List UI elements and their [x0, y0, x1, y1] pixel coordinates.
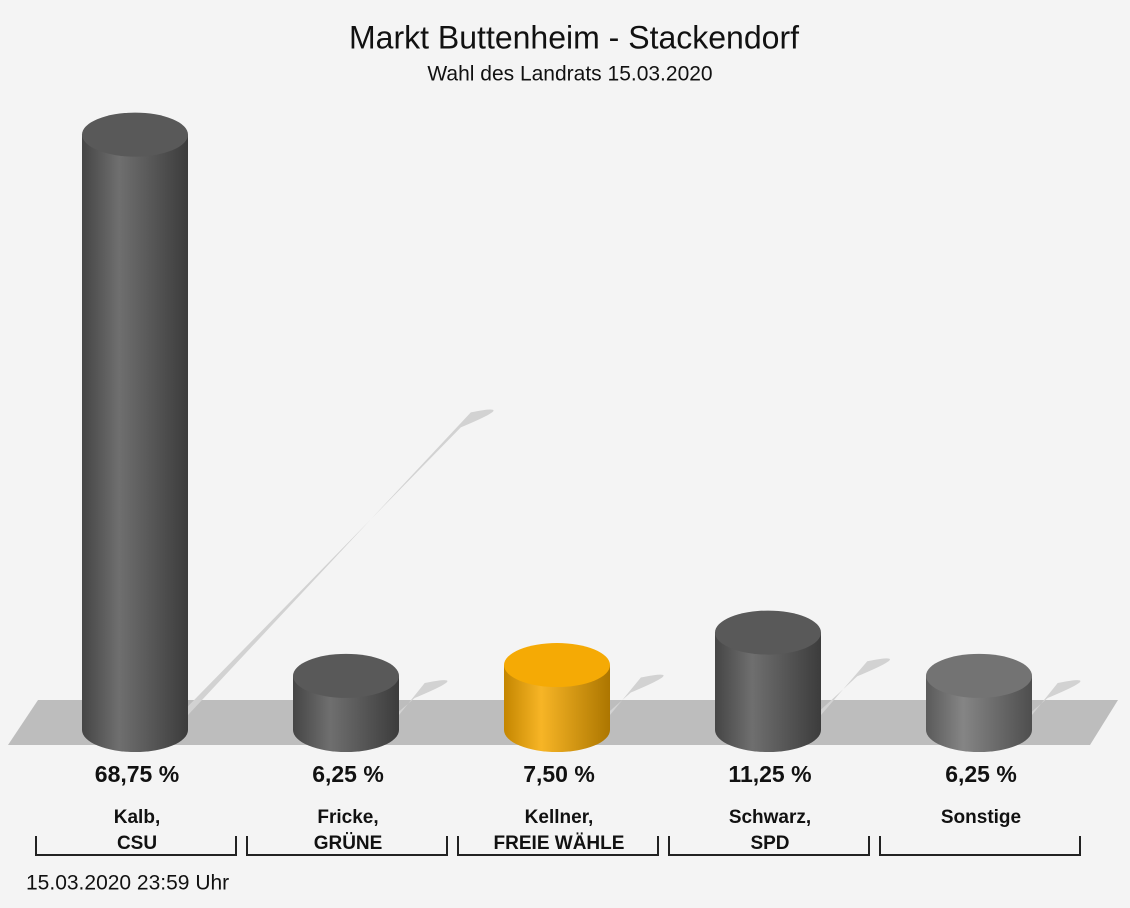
category-bracket	[35, 836, 237, 856]
category-label: GRÜNE	[314, 833, 383, 854]
bar-top	[504, 643, 610, 688]
category-label: Schwarz,	[729, 807, 811, 828]
bar	[504, 665, 610, 752]
bar-top	[715, 610, 821, 655]
category-label: Kalb,	[114, 807, 160, 828]
category-bracket	[457, 836, 659, 856]
bar	[82, 134, 188, 752]
category-bracket	[668, 836, 870, 856]
bar	[715, 632, 821, 752]
category-label: FREIE WÄHLE	[494, 833, 625, 854]
chart-subtitle: Wahl des Landrats 15.03.2020	[427, 63, 712, 86]
category-label: CSU	[117, 833, 157, 854]
category-label: Sonstige	[941, 807, 1021, 828]
value-label: 68,75 %	[95, 761, 179, 787]
category-bracket	[879, 836, 1081, 856]
chart-title: Markt Buttenheim - Stackendorf	[349, 19, 799, 55]
category-bracket	[246, 836, 448, 856]
footnote: 15.03.2020 23:59 Uhr	[26, 872, 229, 895]
bar-shadow	[748, 658, 891, 740]
value-label: 6,25 %	[312, 761, 384, 787]
category-label: Kellner,	[525, 807, 594, 828]
value-label: 7,50 %	[523, 761, 595, 787]
bar-top	[293, 653, 399, 698]
bar-top	[926, 653, 1032, 698]
value-label: 6,25 %	[945, 761, 1017, 787]
category-label: SPD	[750, 833, 789, 854]
bar-top	[82, 112, 188, 157]
category-label: Fricke,	[317, 807, 378, 828]
value-label: 11,25 %	[728, 761, 811, 787]
